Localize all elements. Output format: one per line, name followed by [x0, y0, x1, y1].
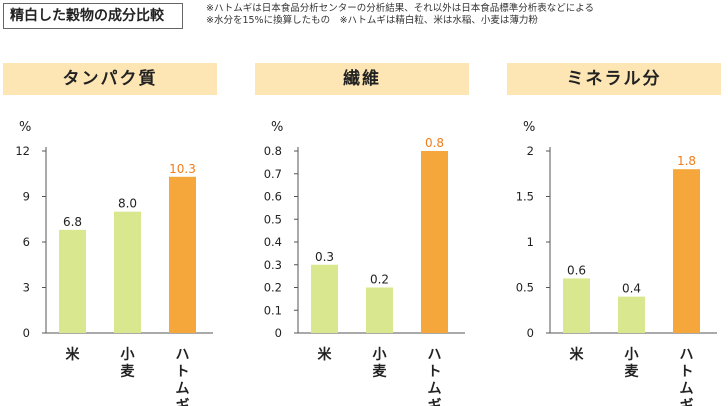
bar [563, 278, 590, 333]
bar-value-label: 10.3 [169, 162, 196, 176]
chart-panel-mineral: ミネラル分 % 0 0.5 1 1.5 2 0.6 米 0.4 小麦 1.8 ハトムギ [507, 63, 721, 406]
chart-title: 精白した穀物の成分比較 [3, 3, 183, 29]
x-category-label: 小麦 [625, 347, 640, 380]
y-tick-label: 0.6 [264, 190, 282, 204]
chart-protein: % 0 3 6 9 12 6.8 米 8.0 小麦 10.3 ハトムギ [15, 120, 213, 406]
bar [169, 176, 196, 333]
bar-value-label: 1.8 [677, 154, 696, 168]
x-category-label: 小麦 [373, 347, 388, 380]
bar [366, 287, 393, 333]
bar-value-label: 0.3 [315, 250, 334, 264]
bar-value-label: 0.2 [370, 273, 389, 287]
panel-title-mineral: ミネラル分 [507, 63, 721, 95]
y-tick-label: 0 [527, 326, 534, 340]
y-tick-label: 0.7 [264, 167, 282, 181]
panel-title-fiber: 繊維 [255, 63, 469, 95]
bar [114, 211, 141, 333]
bar [673, 169, 700, 333]
y-tick-label: 6 [23, 235, 30, 249]
y-tick-label: 1 [527, 235, 534, 249]
bar-value-label: 8.0 [118, 197, 137, 211]
y-tick-label: 2 [527, 144, 534, 158]
x-category-label: ハトムギ [680, 347, 694, 406]
bar-value-label: 0.4 [622, 282, 641, 296]
x-category-label: ハトムギ [176, 347, 190, 406]
y-tick-label: 0.3 [264, 258, 282, 272]
x-category-label: ハトムギ [428, 347, 442, 406]
chart-panel-protein: タンパク質 % 0 3 6 9 12 6.8 米 8.0 小麦 10.3 ハトムギ [3, 63, 217, 406]
y-tick-label: 0 [23, 326, 30, 340]
y-tick-label: 0.5 [516, 281, 534, 295]
y-tick-label: 0.2 [264, 281, 282, 295]
y-tick-label: 12 [15, 144, 30, 158]
y-unit-label: % [271, 120, 283, 135]
x-category-label: 米 [66, 346, 81, 363]
x-category-label: 小麦 [121, 347, 136, 380]
bar [311, 264, 338, 333]
y-tick-label: 0.4 [264, 235, 282, 249]
bar [618, 296, 645, 333]
chart-panel-fiber: 繊維 % 0 0.1 0.2 0.3 0.4 0.5 0.6 0.7 0.8 0.3 米 0.2 小麦 0.… [255, 63, 469, 406]
x-category-label: 米 [318, 346, 333, 363]
chart-mineral: % 0 0.5 1 1.5 2 0.6 米 0.4 小麦 1.8 ハトムギ [516, 120, 717, 406]
y-tick-label: 3 [23, 281, 30, 295]
bar [59, 229, 86, 333]
note-line-1: ※ハトムギは日本食品分析センターの分析結果、それ以外は日本食品標準分析表などによ… [206, 3, 594, 14]
bar-value-label: 0.6 [567, 263, 586, 277]
bar [421, 151, 448, 333]
y-tick-label: 9 [23, 190, 30, 204]
x-category-label: 米 [570, 346, 585, 363]
y-unit-label: % [523, 120, 535, 135]
y-tick-label: 0.8 [264, 144, 282, 158]
y-unit-label: % [19, 120, 31, 135]
y-tick-label: 0.5 [264, 212, 282, 226]
bar-value-label: 6.8 [63, 215, 82, 229]
source-notes: ※ハトムギは日本食品分析センターの分析結果、それ以外は日本食品標準分析表などによ… [206, 3, 726, 27]
bar-value-label: 0.8 [425, 136, 444, 150]
panel-title-protein: タンパク質 [3, 63, 217, 95]
y-tick-label: 1.5 [516, 190, 534, 204]
y-tick-label: 0 [275, 326, 282, 340]
chart-fiber: % 0 0.1 0.2 0.3 0.4 0.5 0.6 0.7 0.8 0.3 米 0.2 小麦 0.8 ハト… [264, 120, 465, 406]
y-tick-label: 0.1 [264, 303, 282, 317]
note-line-2: ※水分を15%に換算したもの ※ハトムギは精白粒、米は水稲、小麦は薄力粉 [206, 15, 538, 26]
